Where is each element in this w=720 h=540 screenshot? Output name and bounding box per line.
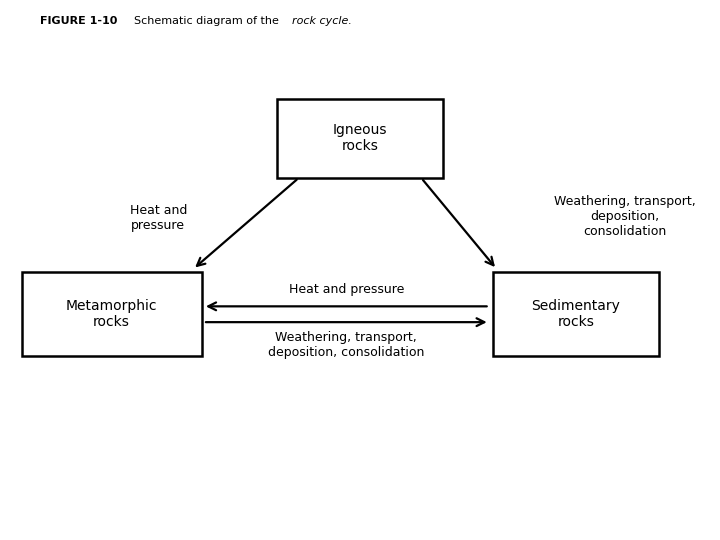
Text: ALWAYS LEARNING: ALWAYS LEARNING [4,510,144,524]
Text: Metamorphic
rocks: Metamorphic rocks [66,299,158,329]
Text: rock cycle.: rock cycle. [292,16,351,26]
Text: Weathering, transport,
deposition, consolidation: Weathering, transport, deposition, conso… [268,331,425,359]
Bar [22,272,202,356]
Text: Heat and pressure: Heat and pressure [289,284,404,296]
Text: Weathering, transport,
deposition,
consolidation: Weathering, transport, deposition, conso… [554,195,696,238]
Text: All Rights Reserved: All Rights Reserved [457,523,531,532]
Text: Schematic diagram of the: Schematic diagram of the [127,16,283,26]
Text: FIGURE 1-10: FIGURE 1-10 [40,16,117,26]
Text: Sedimentary
rocks: Sedimentary rocks [531,299,621,329]
Text: PEARSON: PEARSON [611,508,713,526]
Text: Heat and
pressure: Heat and pressure [130,205,187,232]
Bar [277,99,443,178]
Bar [493,272,659,356]
Text: Copyright © 2015 by Pearson Education, Inc: Copyright © 2015 by Pearson Education, I… [457,504,628,514]
Text: Igneous
rocks: Igneous rocks [333,123,387,153]
Text: Basic Environmental Technology, Sixth Edition: Basic Environmental Technology, Sixth Ed… [155,504,331,514]
Text: Jerry A. Nathanson | Richard A. Schneider: Jerry A. Nathanson | Richard A. Schneide… [155,523,314,532]
